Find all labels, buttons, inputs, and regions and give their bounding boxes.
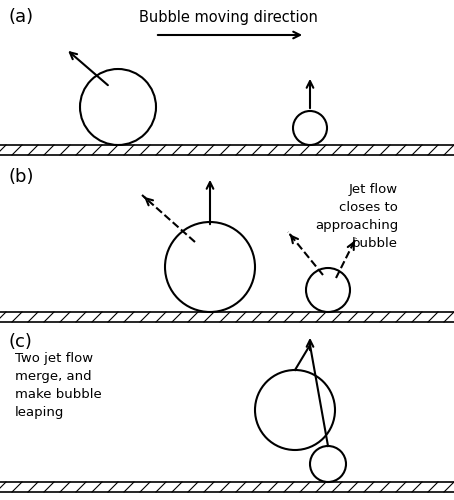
Text: Jet flow
closes to
approaching
bubble: Jet flow closes to approaching bubble xyxy=(315,183,398,250)
Text: Bubble moving direction: Bubble moving direction xyxy=(138,10,317,25)
Text: (c): (c) xyxy=(8,333,32,351)
Text: Two jet flow
merge, and
make bubble
leaping: Two jet flow merge, and make bubble leap… xyxy=(15,352,102,419)
Text: (b): (b) xyxy=(8,168,34,186)
Text: (a): (a) xyxy=(8,8,33,26)
